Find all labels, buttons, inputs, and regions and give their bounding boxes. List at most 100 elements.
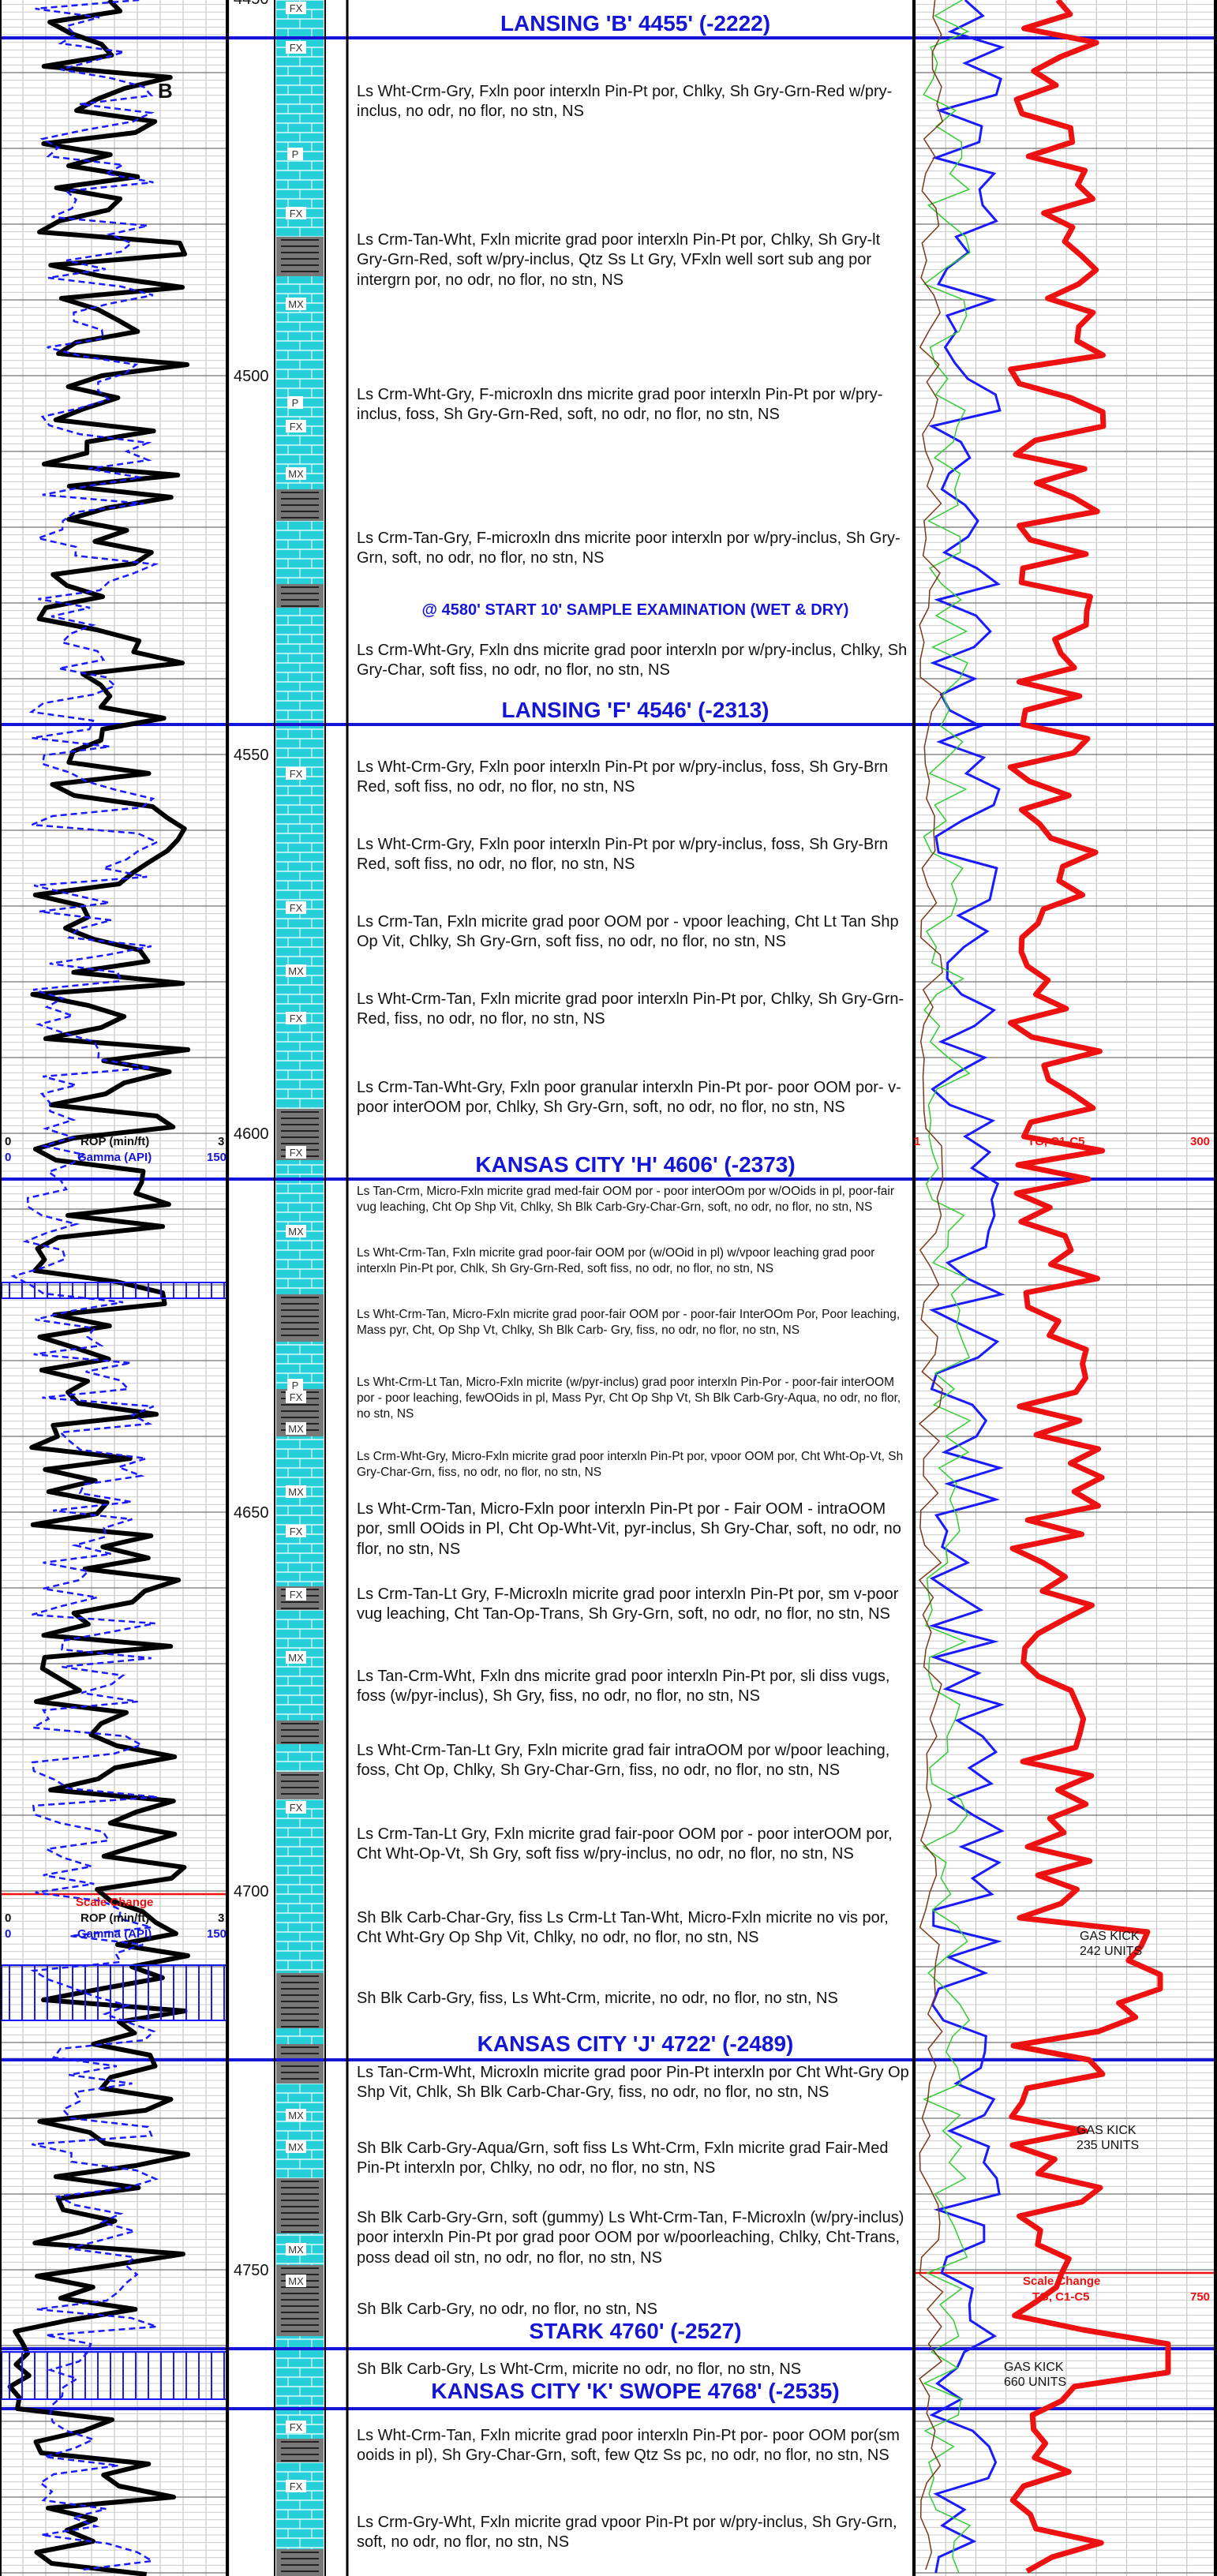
lith-description: Ls Wht-Crm-Lt Tan, Micro-Fxln micrite (w… [357,1376,901,1421]
lith-symbol-text: MX [288,2141,304,2153]
gas-kick-annotation: GAS KICK 235 UNITS [1077,2123,1139,2153]
lith-symbol-text: FX [290,2421,303,2433]
lith-symbol-box [287,148,303,160]
lith-symbol-box [286,2421,306,2433]
lith-symbol-box [286,1146,306,1159]
gas-kick-units: 242 UNITS [1080,1945,1143,1959]
lith-description: Ls Wht-Crm-Gry, Fxln poor interxln Pin-P… [357,83,893,121]
rop-header: ROP (min/ft) [81,1135,150,1148]
lith-symbol-text: FX [290,1147,303,1159]
lith-symbol-box [286,1391,306,1403]
lith-symbol-box [286,964,306,977]
lith-symbol-text: FX [290,1526,303,1537]
lith-description: Ls Wht-Crm-Tan, Micro-Fxln micrite grad … [357,1308,901,1338]
formation-top-lines [0,36,1217,2410]
tg-min: 1 [914,1135,921,1148]
marker-b: B [158,79,173,103]
lith-symbol-box [287,396,303,409]
scale-change-label: Scale Change [76,1896,154,1909]
lith-description: Sh Blk Carb-Gry-Aqua/Grn, soft fiss Ls W… [357,2140,889,2177]
lith-description: Ls Wht-Crm-Tan, Fxln micrite grad poor i… [357,990,904,1028]
depth-label: 4650 [234,1504,269,1522]
top-kansas-city-j: KANSAS CITY 'J' 4722' (-2489) [477,2031,794,2056]
tg-header: TG, C1-C5 [1032,2290,1090,2304]
lith-symbol-box [286,1225,306,1237]
c1-curve [928,0,1005,2574]
gas-scale-change-label: Scale Change [1023,2275,1101,2288]
tg-max: 300 [1190,1135,1211,1148]
c3-curve [918,0,944,2570]
lith-symbol-box [286,1588,306,1601]
lith-description: Ls Crm-Tan-Wht, Fxln micrite grad poor i… [357,231,881,289]
lith-symbol-text: P [292,148,299,160]
lith-symbol-box [286,1801,306,1814]
lith-symbol-text: MX [288,1652,304,1664]
lith-description: Sh Blk Carb-Char-Gry, fiss Ls Crm-Lt Tan… [357,1909,889,1947]
lith-description: Ls Wht-Crm-Tan-Lt Gry, Fxln micrite grad… [357,1742,890,1780]
lith-symbol-text: MX [288,965,304,977]
rop-min: 0 [5,1135,12,1148]
lith-description: Sh Blk Carb-Gry, no odr, no flor, no stn… [357,2301,657,2318]
lith-symbol-text: MX [288,1226,304,1237]
lith-symbol-text: P [292,397,299,409]
lith-symbol-text: FX [290,1391,303,1403]
lith-symbol-text: MX [288,2244,304,2256]
lith-description: Ls Crm-Wht-Gry, F-microxln dns micrite g… [357,386,883,424]
rop-max: 3 [218,1911,225,1925]
lith-symbol-box [286,2243,306,2256]
gamma-curve [10,0,160,2571]
depth-label: 4600 [234,1125,269,1143]
gas-kick-title: GAS KICK [1004,2361,1064,2374]
top-stark: STARK 4760' (-2527) [529,2319,742,2343]
log-curves [1,0,1171,2576]
lith-symbol-text: P [292,1380,299,1391]
lith-symbol-text: MX [288,1423,304,1435]
depth-label: 4700 [234,1883,269,1900]
top-lansing-f: LANSING 'F' 4546' (-2313) [501,698,770,722]
lith-symbol-box [286,1012,306,1024]
lith-shale-band [276,1294,324,1342]
lith-description: Ls Crm-Tan, Fxln micrite grad poor OOM p… [357,913,899,951]
lith-symbol-text: FX [290,768,303,780]
lith-shale-band [276,1772,324,1799]
lith-symbol-box [286,2480,306,2492]
lith-description: Ls Wht-Crm-Gry, Fxln poor interxln Pin-P… [357,758,889,796]
tg-max: 750 [1190,2290,1211,2304]
lith-description: Ls Wht-Crm-Tan, Fxln micrite grad poor i… [357,2427,900,2465]
gas-track-grid [915,0,1217,2576]
lith-symbol-text: FX [290,42,303,54]
lith-symbol-box [286,467,306,480]
tg-header: TG, C1-C5 [1028,1135,1085,1148]
lith-symbol-text: FX [290,208,303,219]
lithology-column: FX FX FX MX FX MX FX FX MX FX FX MX FX MX MX FX FX MX FX MX… [276,0,324,2576]
lith-symbol-box [286,1485,306,1498]
depth-label: 4550 [234,747,269,764]
gas-kick-annotation: GAS KICK 660 UNITS [1004,2360,1066,2390]
gamma-min: 0 [5,1927,12,1941]
rop-min: 0 [5,1911,12,1925]
lith-description: Ls Wht-Crm-Tan, Fxln micrite grad poor-f… [357,1246,875,1276]
lith-symbol-box [286,2140,306,2153]
lith-symbol-box [286,420,306,432]
lith-description: Ls Crm-Wht-Gry, Micro-Fxln micrite grad … [357,1450,904,1480]
depth-label: 4750 [234,2262,269,2279]
gas-kick-title: GAS KICK [1077,2124,1136,2137]
lith-shale-band [276,2044,324,2084]
lith-symbol-box [286,767,306,780]
lith-symbol-box [287,1379,303,1391]
lith-symbol-text: MX [288,468,304,480]
lith-symbol-text: MX [288,2110,304,2121]
lith-shale-band [276,237,324,276]
lith-description: Ls Tan-Crm-Wht, Microxln micrite grad po… [357,2064,909,2102]
top-kansas-city-k: KANSAS CITY 'K' SWOPE 4768' (-2535) [431,2379,840,2403]
lith-symbol-text: FX [290,1589,303,1601]
lith-symbol-text: FX [290,421,303,432]
lith-symbol-box [286,298,306,310]
c2-curve [922,0,972,2574]
lith-description: Ls Crm-Gry-Wht, Fxln micrite grad vpoor … [357,2514,897,2552]
lith-symbol-box [286,2109,306,2121]
depth-label: 4500 [234,368,269,385]
gas-kick-units: 235 UNITS [1077,2139,1140,2153]
top-lansing-b: LANSING 'B' 4455' (-2222) [500,11,771,36]
